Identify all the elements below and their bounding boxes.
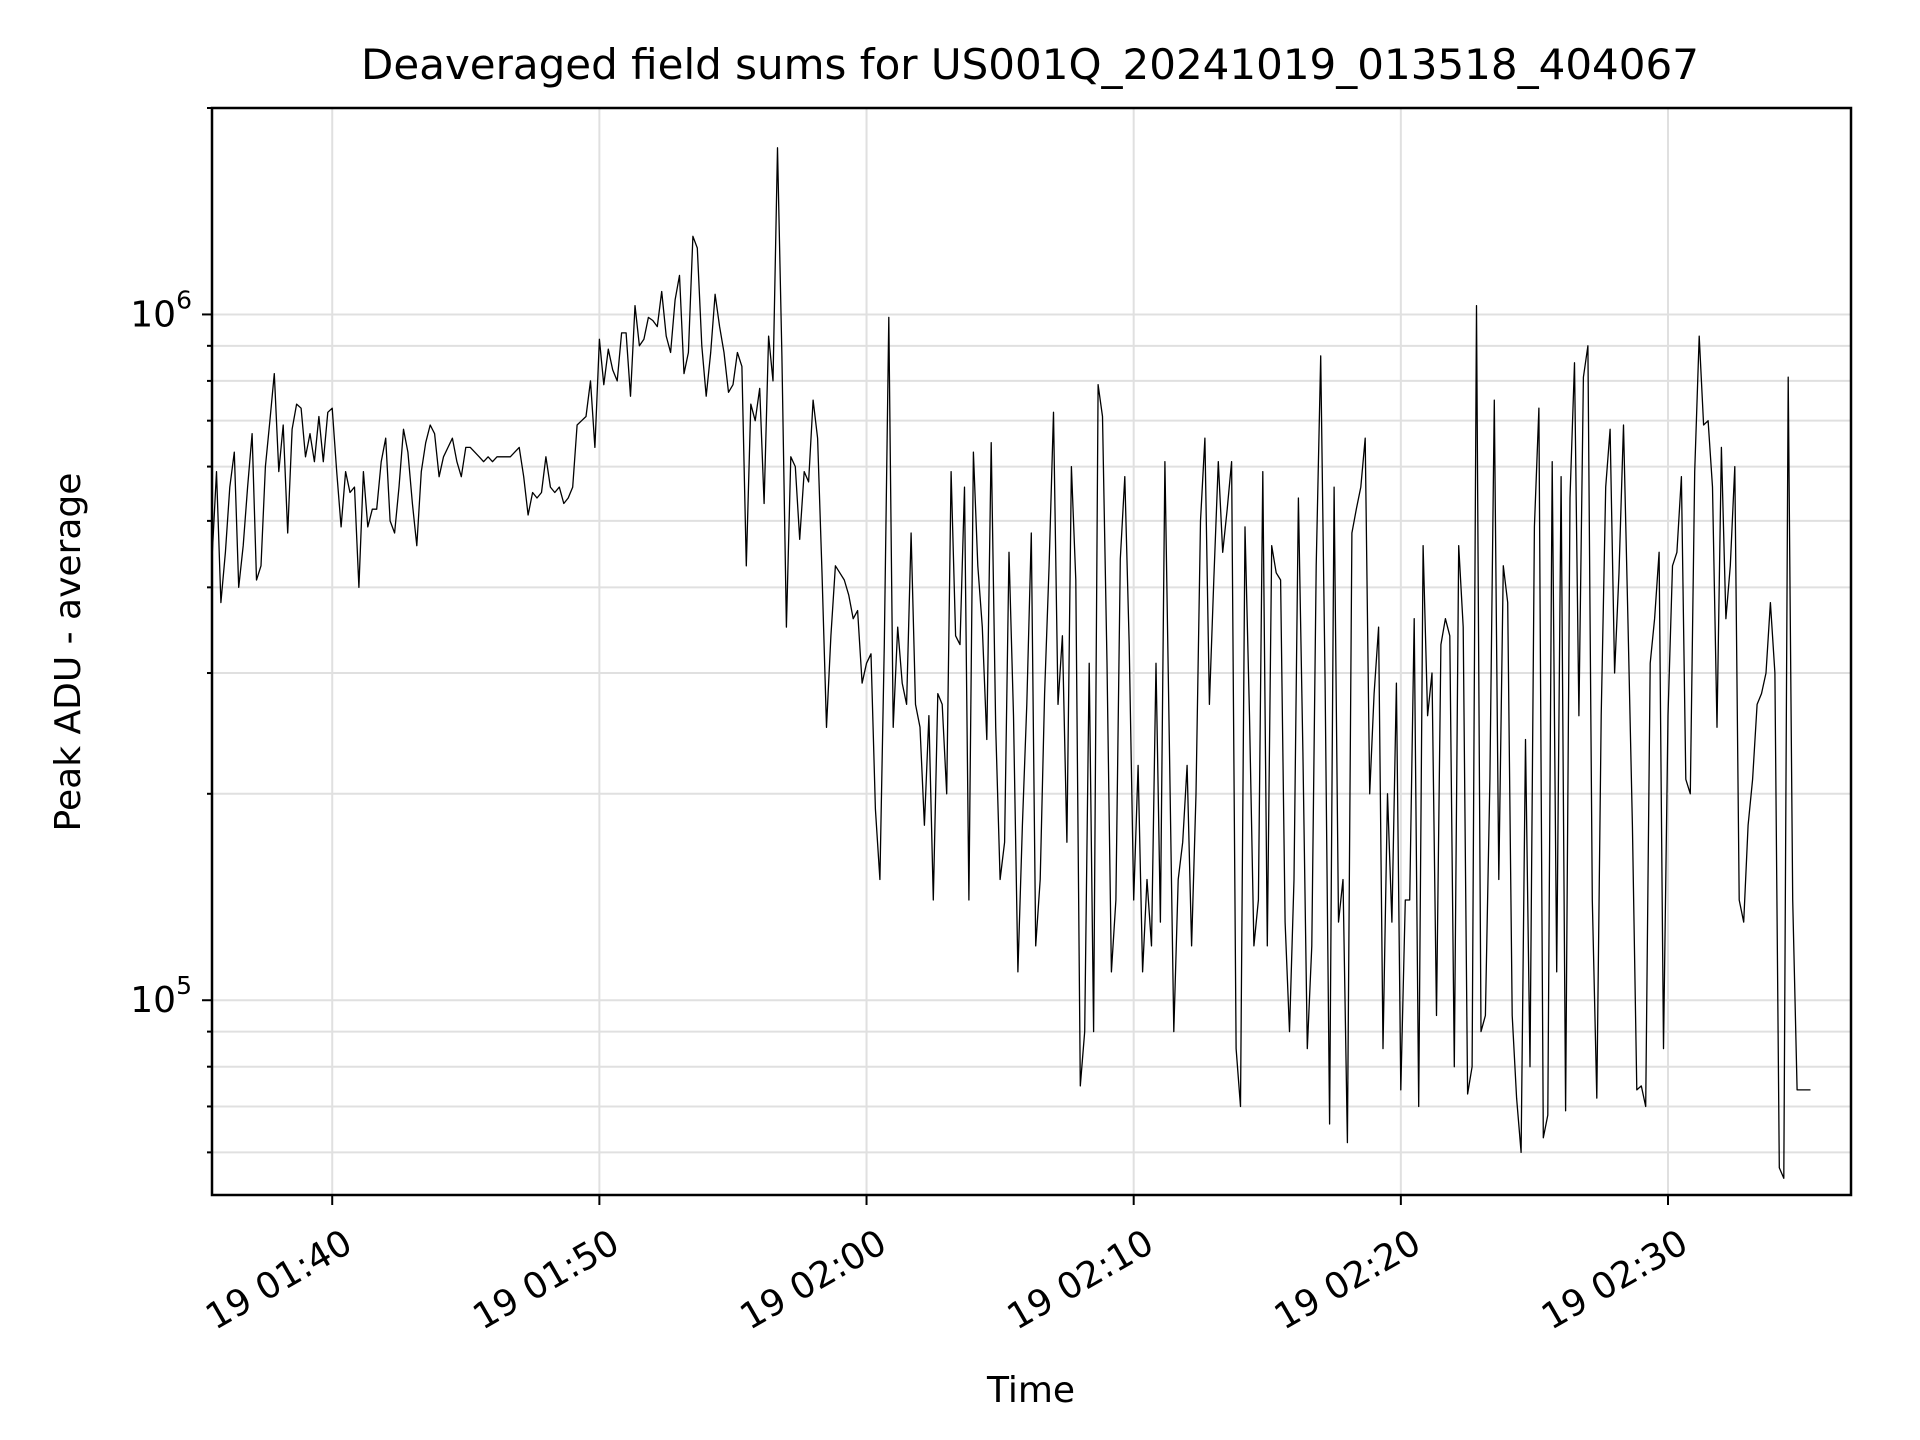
series-line [211, 147, 1811, 1179]
y-axis-label: Peak ADU - average [48, 473, 89, 832]
plot-frame [210, 106, 1853, 1197]
x-axis-label: Time [986, 1370, 1075, 1411]
plot-area [211, 147, 1811, 1179]
y-tick-label: 106 [130, 285, 192, 335]
x-tick-label: 19 02:30 [1535, 1222, 1695, 1338]
grid-lines [212, 107, 1851, 1195]
chart-title: Deaveraged field sums for US001Q_2024101… [361, 40, 1699, 89]
axis-ticks: 105 106 19 01:40 19 01:50 19 02:00 19 02:10 19… [130, 107, 1695, 1338]
x-tick-label: 19 01:50 [466, 1222, 626, 1338]
x-tick-label: 19 01:40 [199, 1222, 359, 1338]
x-tick-label: 19 02:10 [1001, 1222, 1161, 1338]
y-tick-label: 105 [130, 971, 192, 1021]
x-tick-label: 19 02:00 [734, 1222, 894, 1338]
x-tick-label: 19 02:20 [1268, 1222, 1428, 1338]
